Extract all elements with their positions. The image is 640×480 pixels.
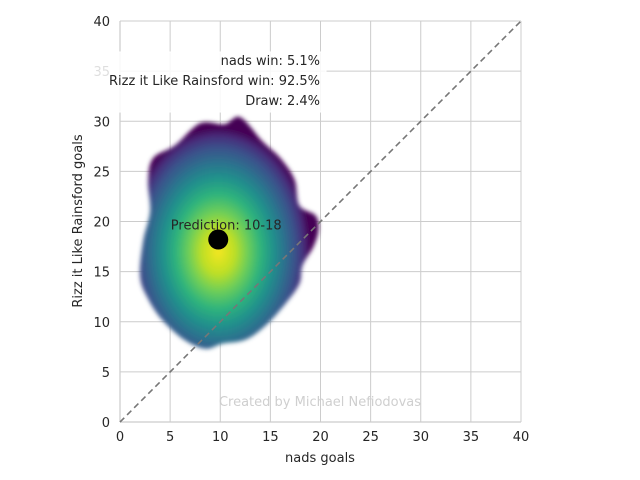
y-tick-label: 25 — [93, 165, 110, 180]
x-tick-label: 15 — [262, 430, 279, 445]
x-tick-label: 25 — [362, 430, 379, 445]
y-axis-label: Rizz it Like Rainsford goals — [71, 134, 86, 307]
legend-entry-rainsford-win: Rizz it Like Rainsford win: 92.5% — [109, 74, 320, 89]
x-tick-label: 20 — [312, 430, 329, 445]
prediction-label: Prediction: 10-18 — [171, 219, 282, 234]
x-tick-label: 40 — [513, 430, 530, 445]
y-tick-label: 20 — [93, 216, 110, 231]
y-tick-label: 30 — [93, 115, 110, 130]
x-tick-label: 30 — [412, 430, 429, 445]
x-tick-label: 0 — [116, 430, 124, 445]
density-region — [139, 116, 319, 349]
y-tick-label: 5 — [102, 366, 110, 381]
y-tick-label: 10 — [93, 316, 110, 331]
legend-entry-nads-win: nads win: 5.1% — [221, 54, 320, 69]
x-tick-label: 5 — [166, 430, 174, 445]
y-tick-label: 0 — [102, 416, 110, 431]
x-axis-label: nads goals — [285, 451, 355, 466]
prediction-point — [208, 229, 229, 250]
x-tick-labels: 0 5 10 15 20 25 30 35 40 — [116, 430, 529, 445]
y-tick-label: 40 — [93, 15, 110, 30]
x-tick-label: 10 — [212, 430, 229, 445]
legend-box — [87, 51, 327, 113]
watermark: Created by Michael Nefiodovas — [219, 395, 421, 410]
x-tick-label: 35 — [463, 430, 480, 445]
legend: nads win: 5.1% Rizz it Like Rainsford wi… — [87, 51, 327, 113]
legend-entry-draw: Draw: 2.4% — [245, 94, 320, 109]
density-fill — [139, 116, 319, 349]
y-tick-label: 15 — [93, 266, 110, 281]
equal-goals-diagonal — [119, 20, 522, 423]
